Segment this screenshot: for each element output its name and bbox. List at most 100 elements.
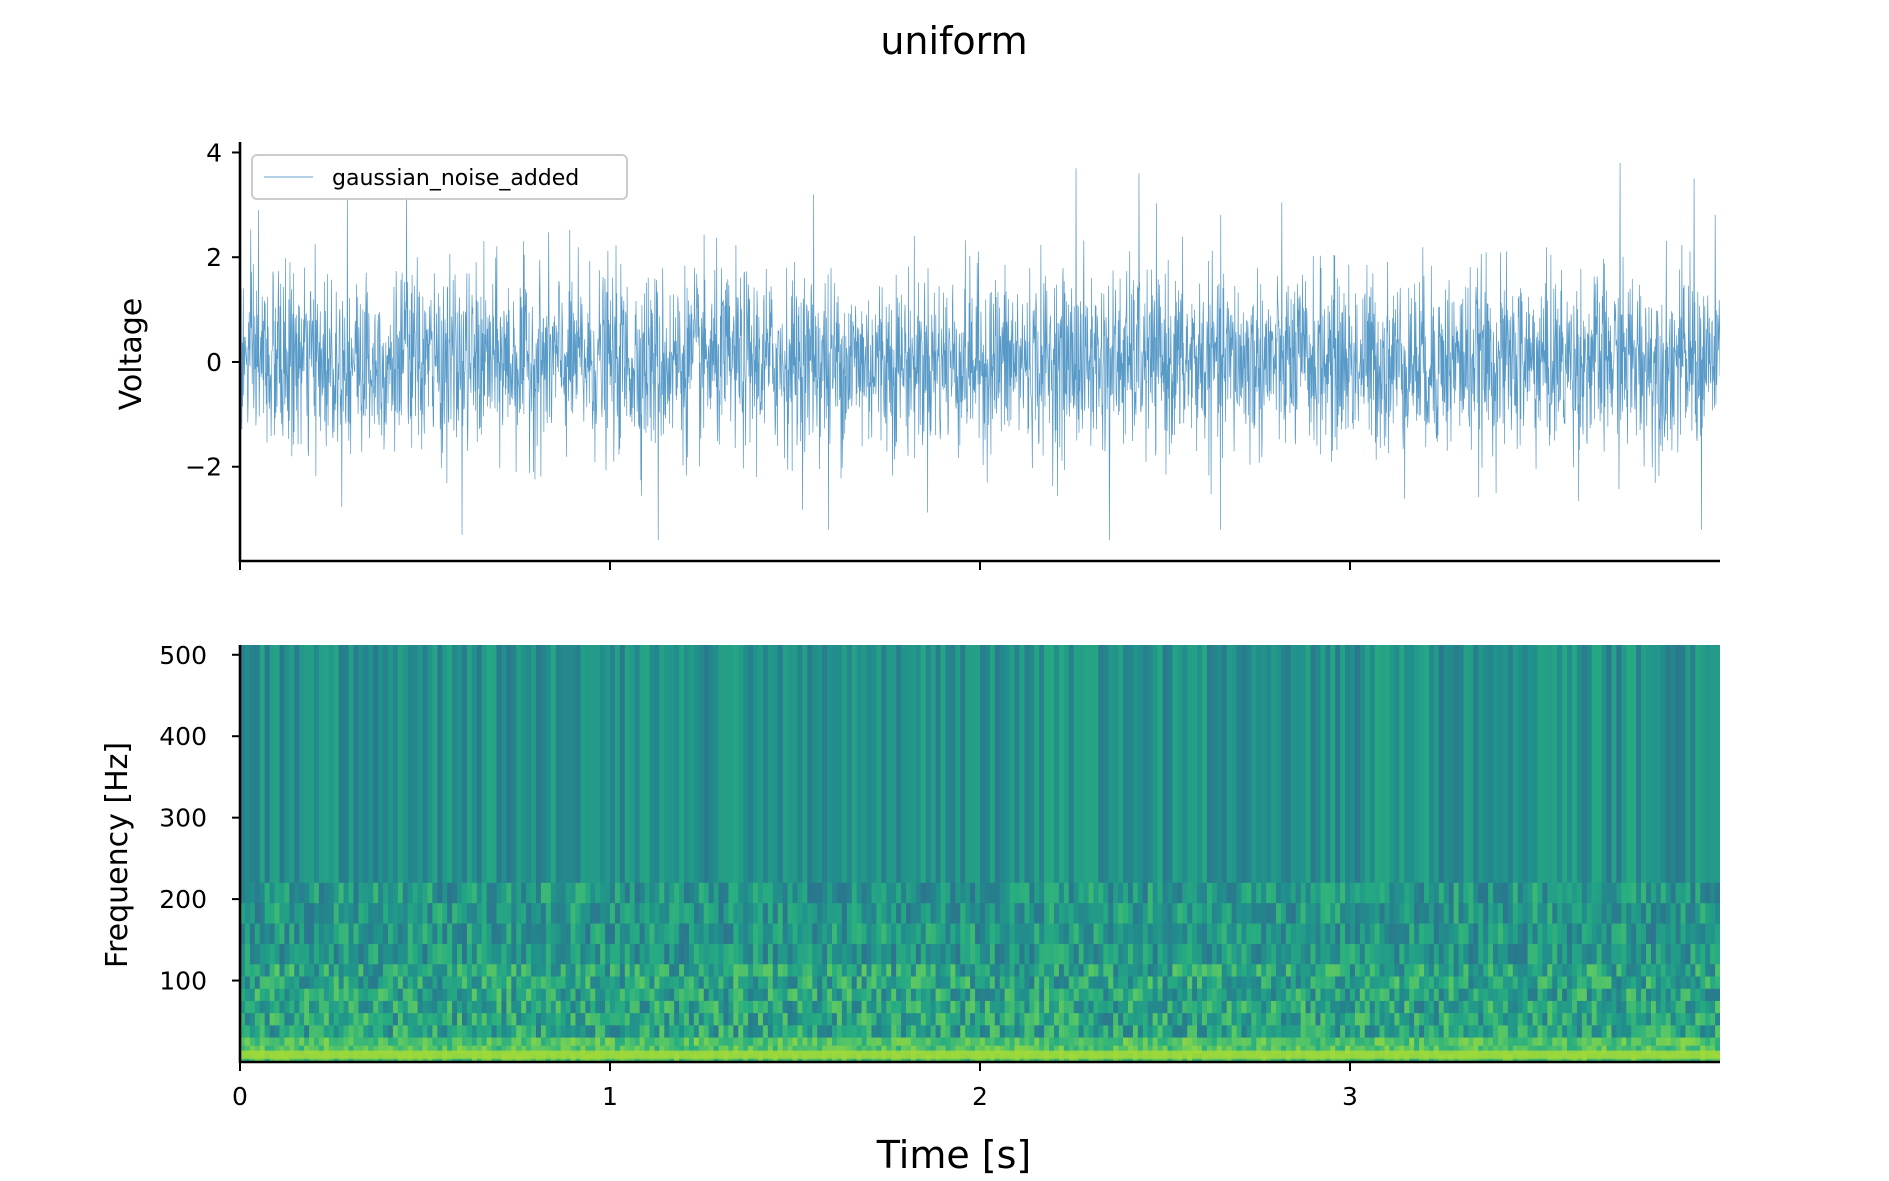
spectrogram-cell	[304, 1037, 310, 1047]
spectrogram-cell	[792, 943, 799, 965]
spectrogram-cell	[792, 1025, 799, 1039]
spectrogram-cell	[309, 1013, 315, 1026]
spectrogram-cell	[822, 1025, 828, 1039]
spectrogram-cell	[876, 988, 882, 1002]
spectrogram-cell	[570, 903, 577, 925]
spectrogram-cell	[1029, 976, 1035, 990]
spectrogram-cell	[836, 1013, 843, 1026]
spectrogram-cell	[1054, 903, 1060, 925]
spectrogram-cell	[274, 1000, 281, 1014]
spectrogram-cell	[585, 976, 591, 990]
spectrogram-cell	[575, 988, 581, 1002]
spectrogram-cell	[1680, 1037, 1687, 1047]
spectrogram-cell	[965, 645, 971, 884]
spectrogram-cell	[886, 943, 892, 965]
spectrogram-cell	[1305, 923, 1312, 945]
spectrogram-cell	[506, 1037, 512, 1047]
spectrogram-cell	[560, 923, 567, 945]
spectrogram-cell	[1118, 1045, 1124, 1055]
spectrogram-cell	[1433, 645, 1440, 884]
spectrogram-cell	[920, 1025, 927, 1039]
spectrogram-cell	[1039, 903, 1045, 925]
spectrogram-cell	[447, 1025, 453, 1039]
spectrogram-cell	[896, 1045, 902, 1055]
spectrogram-cell	[550, 964, 557, 978]
spectrogram-cell	[466, 988, 473, 1002]
spectrogram-cell	[1655, 1045, 1662, 1055]
spectrogram-cell	[1394, 943, 1400, 965]
spectrogram-cell	[1345, 1013, 1351, 1026]
spectrogram-cell	[610, 1000, 616, 1014]
spectrogram-cell	[506, 1045, 512, 1055]
spectrogram-cell	[960, 923, 966, 945]
spectrogram-cell	[1715, 1025, 1720, 1039]
spectrogram-cell	[1019, 964, 1025, 978]
spectrogram-cell	[955, 1045, 961, 1055]
spectrogram-cell	[1611, 1013, 1617, 1026]
spectrogram-cell	[590, 1037, 596, 1047]
spectrogram-cell	[832, 1025, 838, 1039]
spectrogram-cell	[1093, 645, 1099, 884]
spectrogram-cell	[259, 1013, 266, 1026]
spectrogram-cell	[1251, 923, 1257, 945]
spectrogram-cell	[698, 1000, 705, 1014]
spectrogram-cell	[1695, 964, 1701, 978]
spectrogram-cell	[605, 1000, 611, 1014]
spectrogram-cell	[368, 964, 374, 978]
spectrogram-cell	[1646, 645, 1652, 884]
spectrogram-cell	[264, 1013, 271, 1026]
spectrogram-cell	[241, 1013, 246, 1026]
spectrogram-cell	[1414, 923, 1420, 945]
spectrogram-cell	[1211, 1013, 1218, 1026]
spectrogram-cell	[407, 1045, 414, 1055]
spectrogram-cell	[526, 943, 532, 965]
spectrogram-cell	[1039, 1037, 1045, 1047]
spectrogram-cell	[1685, 1000, 1691, 1014]
spectrogram-cell	[1014, 964, 1021, 978]
spectrogram-cell	[348, 988, 355, 1002]
spectrogram-cell	[856, 903, 863, 925]
spectrogram-cell	[718, 923, 725, 945]
spectrogram-cell	[496, 1037, 503, 1047]
spectrogram-cell	[1424, 964, 1430, 978]
spectrogram-cell	[422, 903, 429, 925]
spectrogram-cell	[1093, 1013, 1099, 1026]
spectrogram-cell	[521, 1013, 527, 1026]
spectrogram-cell	[634, 1037, 641, 1047]
spectrogram-cell	[565, 923, 572, 945]
spectrogram-cell	[264, 1037, 271, 1047]
spectrogram-cell	[1132, 923, 1139, 945]
spectrogram-cell	[851, 964, 858, 978]
spectrogram-cell	[1261, 903, 1267, 925]
spectrogram-cell	[1399, 1037, 1405, 1047]
spectrogram-cell	[1660, 903, 1667, 925]
spectrogram-cell	[1562, 645, 1568, 884]
spectrogram-cell	[1581, 882, 1588, 904]
spectrogram-cell	[1419, 943, 1425, 965]
spectrogram-cell	[486, 1037, 493, 1047]
spectrogram-cell	[1034, 1045, 1040, 1055]
spectrogram-cell	[259, 645, 266, 884]
spectrogram-cell	[1113, 645, 1119, 884]
spectrogram-cell	[1532, 923, 1539, 945]
spectrogram-cell	[1399, 923, 1405, 945]
spectrogram-cell	[269, 988, 276, 1002]
spectrogram-cell	[259, 943, 266, 965]
spectrogram-cell	[738, 976, 744, 990]
spectrogram-cell	[284, 1025, 290, 1039]
spectrogram-cell	[989, 988, 996, 1002]
spectrogram-cell	[698, 976, 705, 990]
spectrogram-cell	[713, 1025, 720, 1039]
spectrogram-cell	[1502, 882, 1509, 904]
spectrogram-cell	[570, 1013, 577, 1026]
spectrogram-cell	[545, 903, 552, 925]
spectrogram-cell	[249, 1037, 256, 1047]
spectrogram-cell	[1132, 1037, 1139, 1047]
spectrogram-cell	[1414, 882, 1420, 904]
spectrogram-cell	[758, 1045, 764, 1055]
spectrogram-cell	[1325, 923, 1331, 945]
spectrogram-cell	[531, 882, 537, 904]
spectrogram-cell	[1014, 1025, 1021, 1039]
spectrogram-cell	[1646, 964, 1652, 978]
spectrogram-cell	[279, 1013, 285, 1026]
